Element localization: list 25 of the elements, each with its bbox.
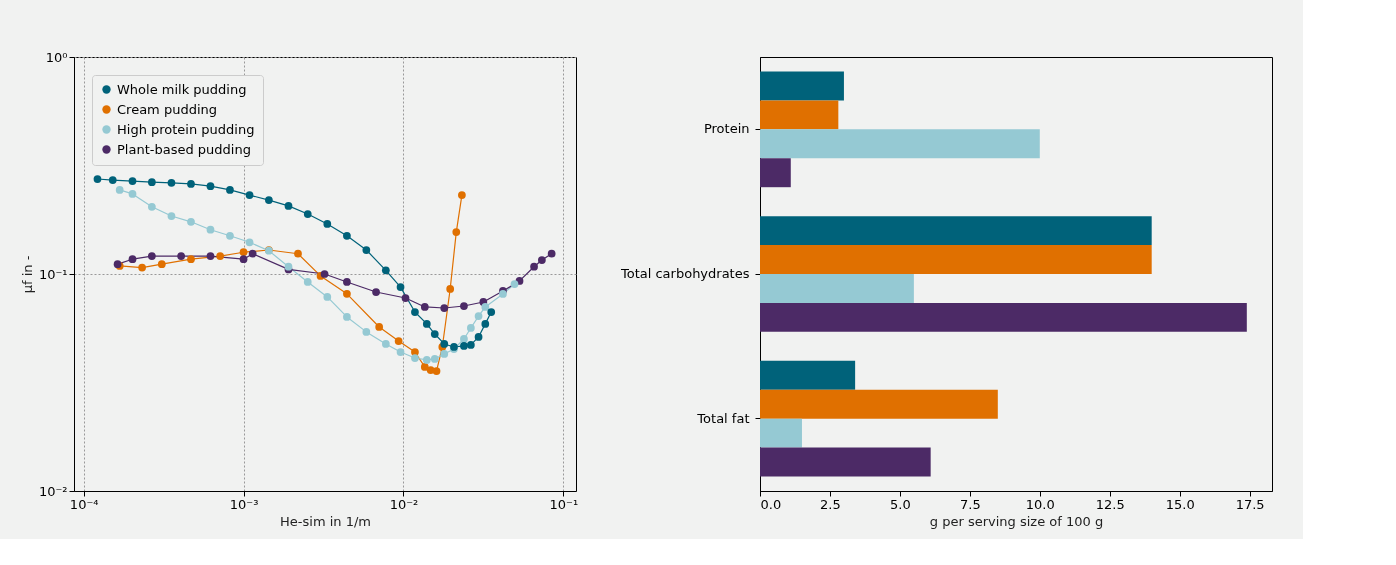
x-tick-label: 17.5 — [1235, 496, 1265, 512]
x-tick-label: 0.0 — [760, 496, 782, 512]
x-tick-label: 7.5 — [959, 496, 981, 512]
y-tick-label: Total fat — [696, 410, 750, 426]
legend-label: Cream pudding — [117, 101, 217, 117]
x-axis-title: He-sim in 1/m — [280, 513, 371, 529]
legend-label: Whole milk pudding — [117, 81, 247, 97]
y-tick-label: 10⁻² — [38, 483, 68, 499]
x-tick-label: 10⁻¹ — [549, 496, 579, 512]
x-tick-label: 2.5 — [820, 496, 841, 512]
legend-label: High protein pudding — [117, 121, 255, 137]
legend-label: Plant-based pudding — [117, 141, 251, 157]
y-tick-label: 10⁻¹ — [38, 266, 68, 282]
x-axis-title: g per serving size of 100 g — [929, 513, 1104, 529]
x-tick-label: 15.0 — [1165, 496, 1195, 512]
x-tick-label: 12.5 — [1095, 496, 1125, 512]
y-tick-label: 10⁰ — [45, 49, 68, 65]
x-tick-label: 10⁻² — [389, 496, 419, 512]
x-tick-label: 5.0 — [890, 496, 911, 512]
x-tick-label: 10.0 — [1025, 496, 1055, 512]
y-axis-title: µf in - — [19, 255, 35, 294]
y-tick-label: Protein — [703, 121, 750, 137]
x-tick-label: 10⁻⁴ — [69, 496, 99, 512]
x-tick-label: 10⁻³ — [229, 496, 259, 512]
y-tick-label: Total carbohydrates — [619, 266, 750, 281]
